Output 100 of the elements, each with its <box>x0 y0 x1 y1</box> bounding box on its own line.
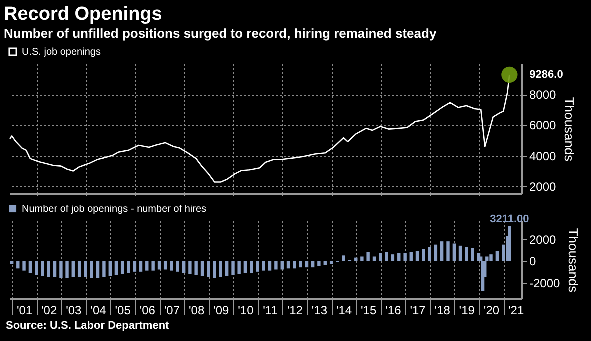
bar <box>72 261 75 278</box>
bar <box>434 244 438 262</box>
y-tick-label: 0 <box>530 254 536 269</box>
bar <box>66 261 69 278</box>
bar <box>508 226 512 262</box>
x-tick-label: '08 <box>189 304 205 318</box>
data-label: 3211.00 <box>490 213 530 226</box>
bar <box>305 261 309 268</box>
bar <box>133 261 137 272</box>
y-tick-label: 8000 <box>530 88 557 102</box>
bar <box>146 261 149 271</box>
bar <box>496 251 500 262</box>
bar <box>170 261 174 271</box>
bar <box>280 261 284 270</box>
bar <box>385 252 388 262</box>
bar <box>465 247 468 262</box>
bar <box>194 261 198 276</box>
x-tick-label: '01 <box>16 304 33 318</box>
legend-label: U.S. job openings <box>22 47 101 58</box>
x-tick-label: '15 <box>360 304 377 318</box>
bar <box>152 261 155 271</box>
bar <box>274 261 278 270</box>
bar <box>213 261 216 278</box>
bar <box>114 261 118 276</box>
x-tick-label: '06 <box>140 304 156 318</box>
x-tick-label: '16 <box>386 304 402 318</box>
bar <box>404 254 407 262</box>
bar <box>256 261 260 272</box>
y-tick-label: 4000 <box>530 149 557 164</box>
bar <box>416 251 420 262</box>
x-tick-label: '11 <box>263 304 278 318</box>
bar <box>41 261 44 276</box>
x-tick-label: '07 <box>164 304 180 318</box>
x-tick-label: '21 <box>508 304 524 318</box>
bar <box>391 254 395 262</box>
x-tick-label: '18 <box>434 304 451 318</box>
bar <box>324 261 327 266</box>
bar <box>22 261 26 271</box>
bar <box>490 254 493 262</box>
bar <box>428 247 432 262</box>
y-tick-label: -2000 <box>530 276 561 290</box>
x-tick-label: '14 <box>336 304 352 318</box>
bar <box>139 261 143 272</box>
bar <box>10 261 14 264</box>
bar <box>47 261 50 278</box>
bar <box>90 261 94 278</box>
bar <box>84 261 88 278</box>
bar <box>16 261 20 269</box>
bar <box>182 261 186 273</box>
bar <box>342 256 346 262</box>
bar <box>410 252 413 262</box>
bar <box>60 261 63 278</box>
bar <box>78 261 82 278</box>
bar <box>250 261 254 273</box>
y-tick-label: 2000 <box>530 232 557 247</box>
bar <box>200 261 204 276</box>
bar <box>360 256 364 262</box>
bar <box>262 261 266 271</box>
bar <box>471 248 474 262</box>
bar <box>108 261 112 276</box>
legend-label: Number of job openings - number of hires <box>22 204 207 215</box>
x-tick-label: '19 <box>459 304 476 318</box>
data-label: 9286.0 <box>530 68 564 81</box>
bar <box>238 261 241 274</box>
bar <box>158 261 162 270</box>
bar <box>293 261 296 269</box>
x-tick-label: '12 <box>287 304 304 318</box>
bar <box>225 261 229 276</box>
bar <box>379 254 382 262</box>
bar <box>96 261 100 278</box>
y-axis-title: Thousands <box>566 228 582 294</box>
bar <box>422 249 426 262</box>
x-tick-label: '09 <box>214 304 230 318</box>
bar <box>188 261 192 274</box>
chart-title: Record Openings <box>4 4 162 25</box>
bar <box>244 261 248 273</box>
bar <box>102 261 106 278</box>
bar <box>398 254 401 262</box>
x-tick-label: '03 <box>66 304 82 318</box>
bar <box>268 261 272 271</box>
bar <box>219 261 222 278</box>
bar <box>35 261 38 276</box>
bar <box>452 244 456 262</box>
bar <box>207 261 210 278</box>
y-axis-title: Thousands <box>562 97 578 162</box>
x-tick-label: '02 <box>42 304 58 318</box>
bar <box>311 261 315 268</box>
bar <box>127 261 130 273</box>
bar <box>53 261 57 278</box>
bar <box>28 261 32 273</box>
x-tick-label: '20 <box>484 304 500 318</box>
chart-subtitle: Number of unfilled positions surged to record, hiring remained steady <box>4 26 438 41</box>
bar <box>176 261 180 272</box>
bar <box>366 252 370 262</box>
bar <box>299 261 302 268</box>
bar <box>318 261 321 266</box>
x-tick-label: '10 <box>238 304 254 318</box>
y-tick-label: 2000 <box>530 180 557 194</box>
bar <box>446 242 450 262</box>
bar <box>440 242 444 262</box>
